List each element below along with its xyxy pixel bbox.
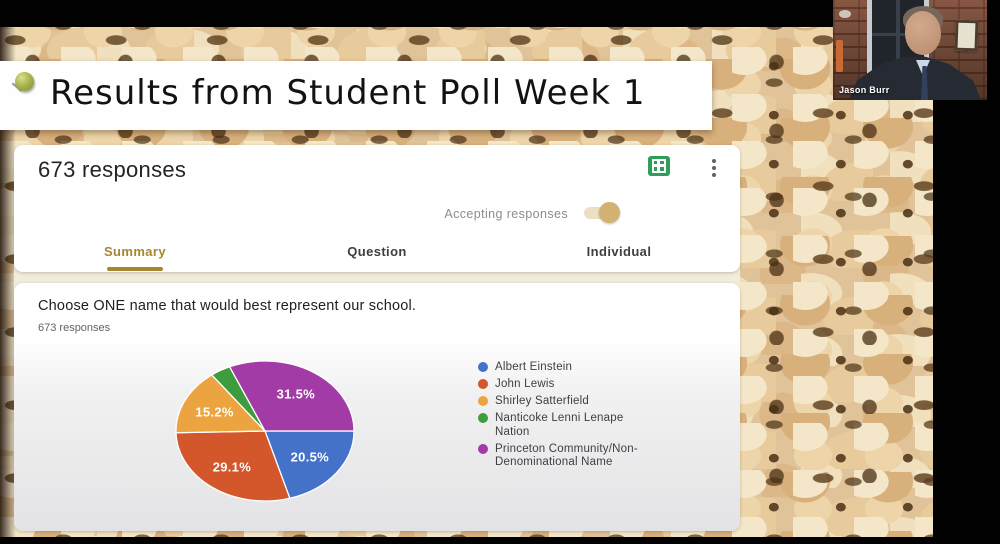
accepting-responses-toggle[interactable] — [584, 202, 620, 223]
toggle-knob — [599, 202, 620, 223]
more-options-icon — [712, 159, 716, 163]
more-options-button[interactable] — [700, 154, 728, 182]
view-in-sheets-button[interactable] — [648, 156, 672, 180]
legend-label: Shirley Satterfield — [495, 395, 589, 407]
presenter-name-label: Jason Burr — [839, 85, 890, 95]
presenter-figure — [833, 0, 987, 100]
legend-item-0: Albert Einstein — [478, 361, 656, 375]
legend-label: Nanticoke Lenni Lenape Nation — [495, 412, 624, 438]
slide-title-banner: Results from Student Poll Week 1 — [0, 61, 712, 130]
responses-header-card: 673 responses Accepting responses — [14, 145, 740, 272]
corkboard-edge-shadow — [0, 27, 16, 537]
pie-chart-svg — [175, 360, 355, 502]
responses-count: 673 responses — [38, 157, 187, 182]
orange-object-in-video — [836, 40, 843, 72]
legend-item-2: Shirley Satterfield — [478, 395, 656, 409]
pie-chart: 20.5% 29.1% 15.2% 31.5% — [170, 359, 360, 505]
tab-summary[interactable]: Summary — [14, 230, 256, 272]
pie-slice-1[interactable] — [175, 430, 291, 502]
legend-color-dot — [478, 379, 488, 389]
legend-label: Princeton Community/Non-Denominational N… — [495, 442, 638, 469]
question-response-count: 673 responses — [38, 322, 111, 334]
pie-slice-label-4: 31.5% — [276, 386, 315, 402]
ceiling-light-in-video — [839, 10, 851, 18]
legend-label: Albert Einstein — [495, 361, 573, 373]
legend-item-3: Nanticoke Lenni Lenape Nation — [478, 412, 656, 439]
pushpin-icon — [11, 72, 35, 96]
legend-color-dot — [478, 443, 488, 454]
google-form-responses-panel: 673 responses Accepting responses — [14, 145, 740, 531]
pie-slice-label-2: 15.2% — [195, 404, 234, 420]
pie-slice-label-0: 20.5% — [290, 449, 330, 465]
slide-title: Results from Student Poll Week 1 — [50, 73, 646, 113]
tab-individual[interactable]: Individual — [586, 243, 652, 259]
sheets-icon — [648, 156, 670, 176]
tab-question[interactable]: Question — [347, 243, 407, 259]
active-tab-underline — [107, 267, 163, 271]
legend-color-dot — [478, 362, 488, 372]
legend-color-dot — [478, 413, 488, 423]
legend-item-1: John Lewis — [478, 378, 656, 392]
presenter-video-thumbnail[interactable]: Jason Burr — [833, 0, 987, 100]
legend-color-dot — [478, 396, 488, 406]
legend-item-4: Princeton Community/Non-Denominational N… — [478, 443, 656, 470]
letterbox-bottom — [0, 537, 1000, 544]
question-summary-card: Choose ONE name that would best represen… — [14, 283, 740, 531]
accepting-responses-row: Accepting responses — [14, 202, 728, 226]
response-view-tabs: Summary Question Individual — [14, 230, 740, 272]
pie-slice-4[interactable] — [228, 360, 355, 432]
pie-slice-0[interactable] — [264, 430, 355, 499]
legend-label: John Lewis — [495, 378, 555, 390]
pie-slice-2[interactable] — [175, 374, 267, 434]
chart-legend: Albert Einstein John Lewis Shirley Satterf… — [478, 361, 656, 473]
accepting-responses-label: Accepting responses — [444, 207, 568, 221]
question-text: Choose ONE name that would best represen… — [38, 298, 417, 314]
pie-slice-label-1: 29.1% — [212, 459, 252, 475]
